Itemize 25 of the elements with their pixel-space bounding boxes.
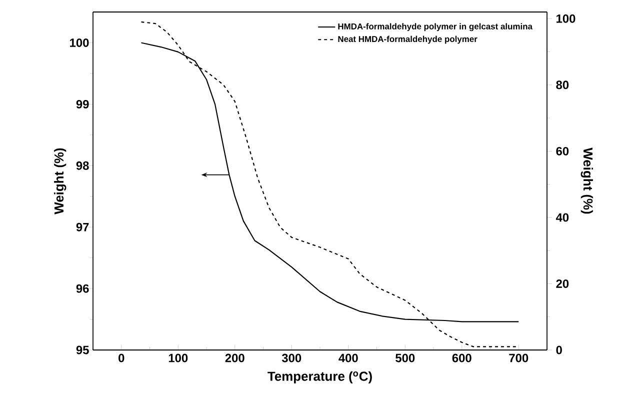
x-tick-label: 400 — [338, 354, 358, 362]
y-tick-label: 98 — [76, 161, 89, 170]
x-tick-label: 200 — [225, 354, 244, 362]
x-tick-label: 300 — [282, 354, 302, 362]
y2-axis-title: Weight (%) — [580, 148, 593, 214]
y-tick-label: 100 — [70, 38, 89, 47]
x-tick-label: 700 — [509, 354, 528, 362]
x-tick-label: 100 — [168, 354, 188, 362]
y-tick-label: 95 — [76, 346, 89, 354]
legend-label: HMDA-formaldehyde polymer in gelcast alumina — [338, 23, 533, 32]
legend-label: Neat HMDA-formaldehyde polymer — [338, 36, 478, 44]
y2-tick-label: 0 — [556, 346, 562, 354]
y-axis-title: Weight (%) — [54, 148, 66, 214]
y2-tick-label: 100 — [556, 14, 576, 23]
y2-tick-label: 80 — [556, 80, 569, 90]
y2-tick-label: 60 — [556, 146, 569, 156]
x-tick-label: 0 — [118, 354, 124, 362]
y2-tick-label: 20 — [556, 279, 569, 288]
x-axis-title: Temperature ($^{o}$C) — [268, 371, 372, 384]
y2-tick-label: 40 — [556, 213, 569, 222]
y-tick-label: 96 — [76, 284, 89, 293]
x-tick-label: 600 — [452, 354, 472, 362]
x-tick-label: 500 — [396, 354, 415, 362]
y-tick-label: 99 — [76, 100, 89, 108]
y-tick-label: 97 — [76, 222, 89, 232]
